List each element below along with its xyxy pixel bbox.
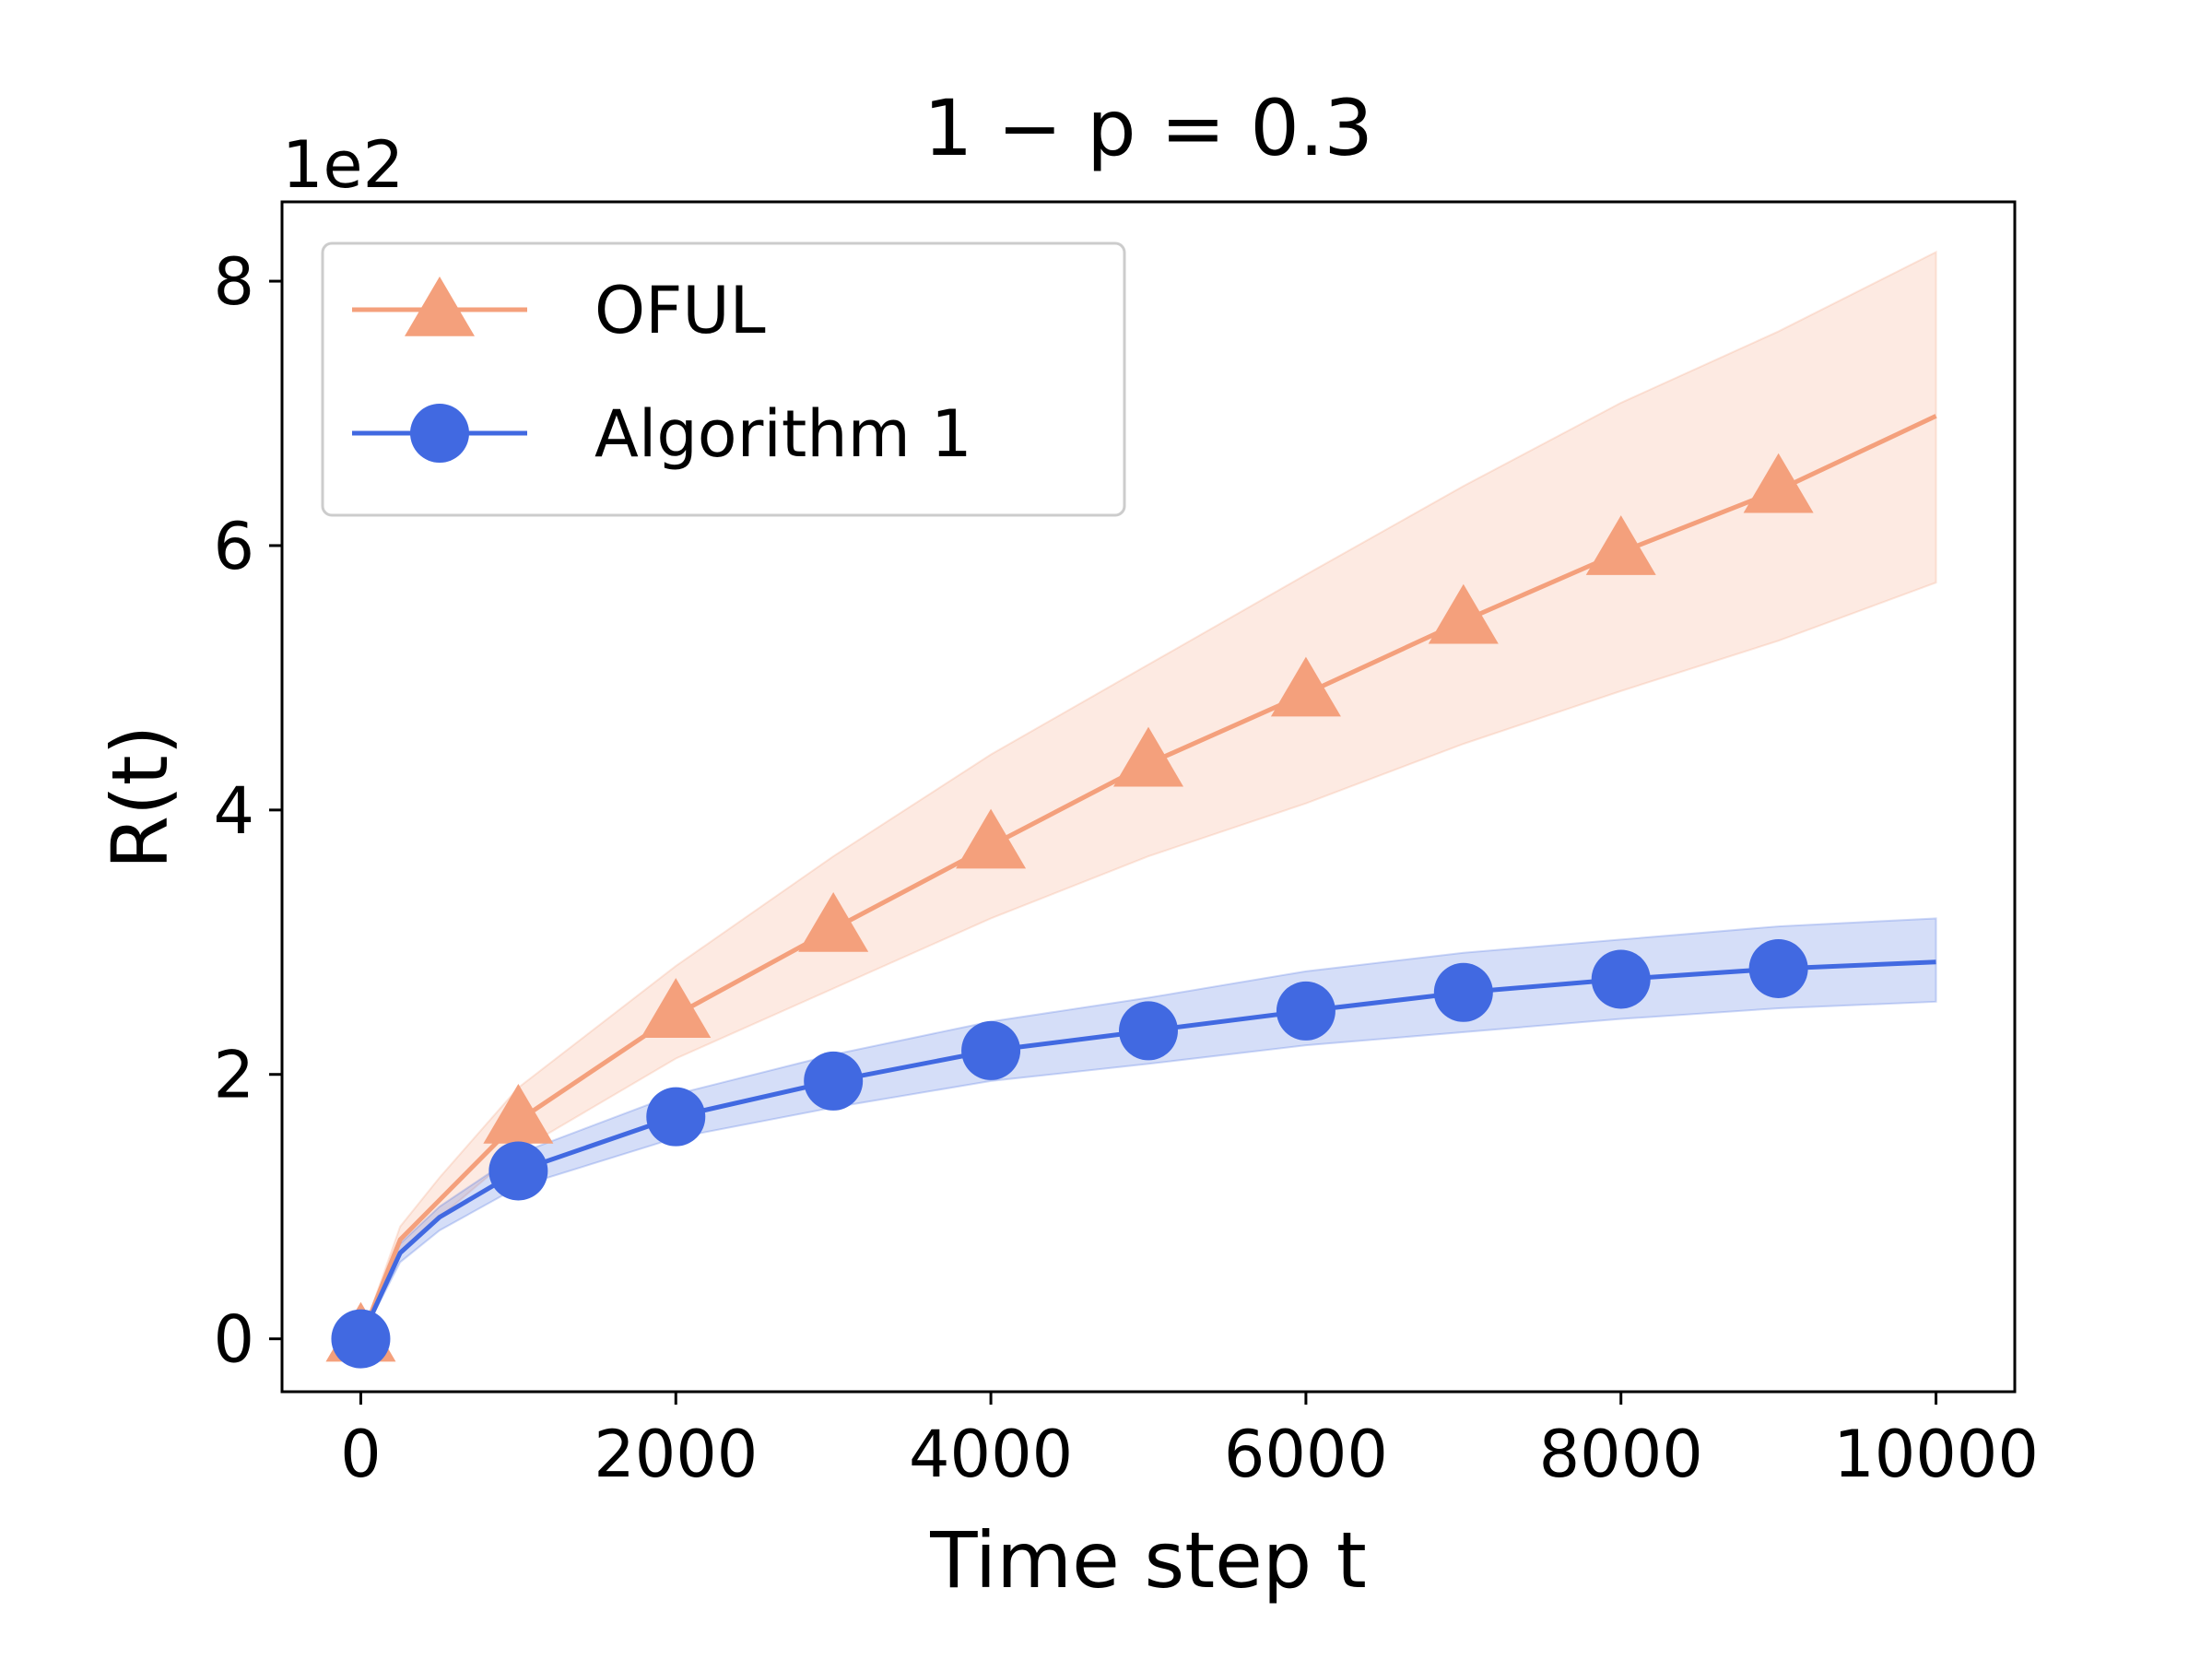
x-axis-title: Time step t — [929, 1515, 1367, 1606]
algorithm-1-marker — [488, 1141, 548, 1201]
plot-frame — [280, 200, 2017, 1394]
x-tick-label: 10000 — [1833, 1417, 2039, 1492]
oful-marker — [483, 1083, 554, 1144]
oful-marker — [1585, 515, 1656, 575]
oful-marker — [798, 891, 869, 952]
y-tick-label: 8 — [213, 244, 254, 320]
algorithm-1-marker — [1591, 949, 1651, 1009]
algorithm-1-marker — [331, 1309, 391, 1369]
y-tick-label: 2 — [213, 1038, 254, 1113]
x-axis-ticks: 0 2000 4000 6000 8000 10000 — [340, 1392, 2039, 1492]
chart-title: 1 − p = 0.3 — [924, 83, 1373, 173]
y-tick-label: 0 — [213, 1302, 254, 1378]
y-scale-multiplier: 1e2 — [282, 127, 404, 203]
algorithm-1-marker — [1748, 938, 1808, 998]
y-tick-label: 4 — [213, 773, 254, 849]
x-tick-label: 6000 — [1224, 1417, 1388, 1492]
oful-marker — [1428, 583, 1499, 644]
oful-marker — [1270, 656, 1341, 717]
oful-marker — [641, 978, 712, 1038]
x-tick-label: 2000 — [594, 1417, 758, 1492]
algorithm-1-marker — [1119, 1001, 1178, 1061]
legend-label-oful: OFUL — [594, 273, 766, 348]
y-tick-label: 6 — [213, 509, 254, 584]
y-axis-ticks: 0 2 4 6 8 — [213, 244, 282, 1378]
algorithm-1-marker — [961, 1020, 1021, 1080]
x-tick-label: 0 — [340, 1417, 382, 1492]
oful-marker — [1113, 726, 1183, 787]
legend-oful-triangle-icon — [405, 276, 475, 336]
algorithm-1-confidence-band — [359, 917, 1937, 1340]
y-axis-title: R(t) — [95, 725, 185, 870]
oful-marker — [956, 808, 1027, 869]
legend: OFUL Algorithm 1 — [321, 241, 1126, 517]
x-tick-label: 8000 — [1539, 1417, 1703, 1492]
oful-marker — [1743, 453, 1814, 513]
series-markers — [325, 453, 1814, 1369]
algorithm-1-marker — [1433, 962, 1493, 1022]
algorithm-1-marker — [646, 1087, 706, 1147]
algorithm-1-marker — [1276, 981, 1335, 1041]
legend-label-algorithm1: Algorithm 1 — [594, 396, 972, 472]
legend-algorithm1-circle-icon — [410, 404, 469, 463]
x-tick-label: 4000 — [909, 1417, 1073, 1492]
algorithm-1-marker — [804, 1051, 864, 1111]
